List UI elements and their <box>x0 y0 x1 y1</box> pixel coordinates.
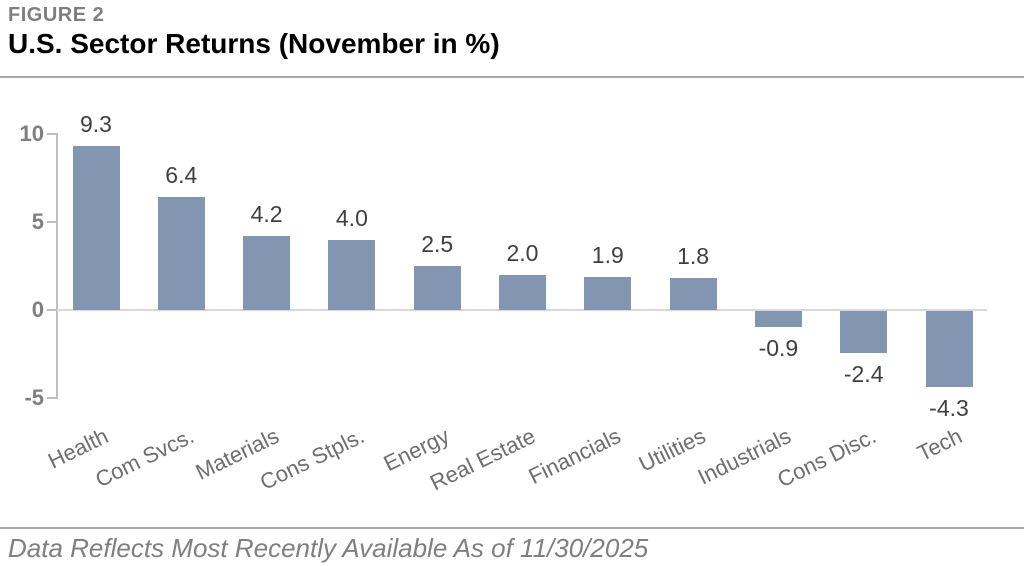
bar-materials <box>243 236 291 310</box>
value-label-materials: 4.2 <box>250 201 283 228</box>
category-label-cons-disc: Cons Disc. <box>773 423 881 493</box>
footer-divider <box>0 527 1024 529</box>
bar-cons-stpls <box>328 239 376 310</box>
category-label-financials: Financials <box>524 423 625 489</box>
title-divider <box>0 76 1024 78</box>
bar-utilities <box>669 278 717 310</box>
value-label-health: 9.3 <box>80 111 112 138</box>
y-axis-line <box>56 133 58 399</box>
value-label-cons-disc: -2.4 <box>843 361 884 388</box>
bar-com-svcs <box>157 197 205 310</box>
y-axis-tick-label: 5 <box>31 209 44 234</box>
y-axis-tick-label: 0 <box>31 297 44 322</box>
value-label-tech: -4.3 <box>929 394 969 421</box>
bar-industrials <box>754 311 802 327</box>
value-label-energy: 2.5 <box>421 231 454 257</box>
y-axis-tick <box>47 309 56 311</box>
figure-label: FIGURE 2 <box>8 4 105 26</box>
y-axis-tick <box>47 397 56 399</box>
y-axis-tick <box>47 133 56 135</box>
y-axis-tick <box>47 221 56 223</box>
category-label-tech: Tech <box>912 423 966 466</box>
bar-energy <box>413 266 461 310</box>
zero-gridline <box>57 309 987 311</box>
bar-real-estate <box>499 274 546 310</box>
bar-tech <box>925 311 973 387</box>
value-label-financials: 1.9 <box>591 241 624 268</box>
bar-chart: 10 5 0 -5 9.3 Health 6.4 Com Svcs. 4.2 Materials 4… <box>19 111 987 495</box>
value-label-industrials: -0.9 <box>758 334 799 361</box>
value-label-com-svcs: 6.4 <box>165 162 198 189</box>
y-axis-tick-label: 10 <box>19 121 44 146</box>
page-title: U.S. Sector Returns (November in %) <box>8 28 500 59</box>
value-label-real-estate: 2.0 <box>506 239 539 266</box>
y-axis-tick-label: -5 <box>24 385 44 410</box>
category-label-com-svcs: Com Svcs. <box>91 423 198 493</box>
source-note: Data Reflects Most Recently Available As… <box>8 533 649 563</box>
value-label-cons-stpls: 4.0 <box>335 204 368 231</box>
bar-cons-disc <box>840 311 888 354</box>
value-label-utilities: 1.8 <box>677 243 710 270</box>
bar-health <box>72 146 120 310</box>
bar-financials <box>584 276 632 310</box>
